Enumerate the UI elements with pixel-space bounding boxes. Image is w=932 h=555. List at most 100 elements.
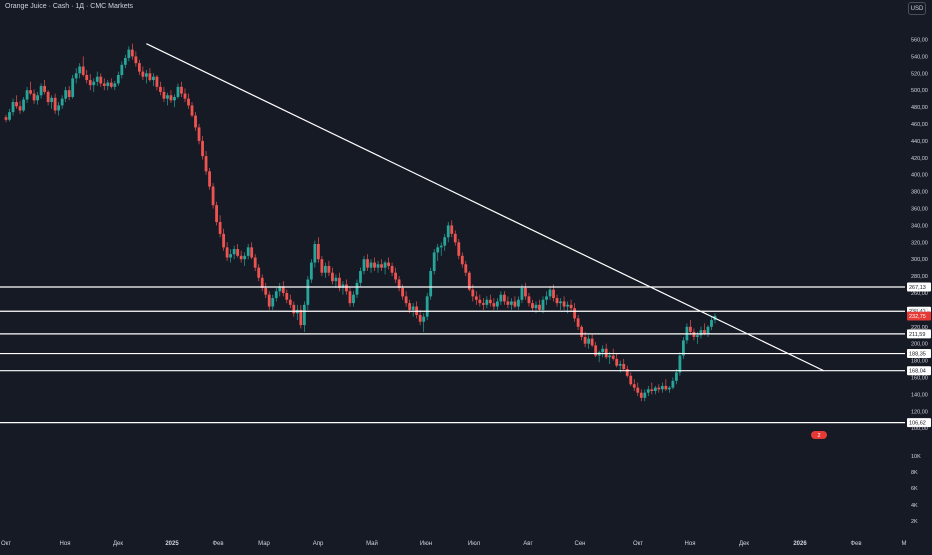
candle-down (538, 299, 541, 312)
candle-body (341, 284, 345, 288)
candle-down (43, 80, 47, 95)
time-axis: Окт Ноя Дек 2025 Фев Мар Апр Май Июн Июл Авг Сен Окт… (1, 540, 907, 547)
candle-up (120, 61, 124, 79)
candle-body (173, 96, 176, 101)
level-label: 106,62 (909, 421, 926, 427)
candle-down (281, 281, 285, 297)
candle-body (292, 304, 296, 314)
currency-selector[interactable]: USD (908, 2, 926, 15)
candle-body (404, 296, 408, 304)
candle-down (562, 296, 566, 310)
candle-body (197, 127, 201, 141)
candle-body (622, 363, 626, 370)
time-axis-label: Фев (212, 541, 223, 547)
candle-down (481, 298, 485, 310)
candle-body (215, 205, 218, 223)
candle-body (95, 76, 99, 82)
candle-down (264, 282, 268, 299)
candle-body (390, 265, 394, 273)
time-axis-label: Июл (468, 541, 481, 547)
level-label-bg (907, 282, 931, 292)
candle-up (22, 96, 25, 113)
candle-down (288, 294, 292, 309)
candle-body (460, 255, 464, 265)
candle-down (180, 81, 183, 97)
candle-down (418, 309, 422, 326)
candle-body (166, 95, 169, 99)
candle-up (92, 78, 96, 92)
candle-up (499, 291, 503, 305)
candle-down (137, 59, 141, 75)
candle-body (545, 296, 548, 300)
candle-down (155, 74, 159, 91)
candle-body (155, 76, 159, 87)
candle-up (232, 245, 236, 260)
candle-up (78, 63, 82, 79)
candle-body (180, 86, 183, 94)
candle-down (183, 88, 187, 103)
level-label-bg (907, 329, 931, 339)
candle-down (639, 389, 643, 402)
candle-down (338, 272, 341, 292)
candle-body (11, 102, 15, 113)
time-axis-label: Авг (523, 541, 533, 547)
candle-up (278, 282, 282, 297)
candle-down (348, 286, 352, 307)
candle-down (253, 254, 257, 272)
time-axis-label: Сен (575, 541, 586, 547)
candle-body (236, 249, 240, 256)
chart-title: Orange Juice · Cash · 1Д · CMC Markets (5, 3, 134, 10)
candle-up (660, 382, 664, 393)
candle-up (95, 71, 99, 86)
price-tick-label: 560,00 (911, 38, 928, 44)
candle-body (422, 316, 426, 322)
candle-down (292, 301, 296, 317)
candle-body (320, 259, 324, 273)
candle-body (429, 271, 433, 297)
candle-body (211, 186, 215, 206)
candle-body (590, 338, 594, 346)
candle-body (380, 264, 383, 268)
candle-body (246, 247, 250, 256)
candle-body (418, 314, 422, 322)
trendline (146, 43, 825, 372)
candle-body (29, 90, 32, 94)
candle-body (446, 225, 450, 238)
price-tick-label: 360,00 (911, 207, 928, 213)
candle-down (67, 85, 71, 101)
time-axis-label: Май (366, 540, 378, 547)
candle-body (229, 254, 233, 258)
time-axis-label: Дек (739, 541, 749, 547)
candle-up (601, 345, 605, 358)
trendline-layer (146, 43, 825, 372)
candle-body (313, 243, 317, 263)
current-price-label-bg (907, 311, 931, 321)
candle-body (653, 387, 657, 392)
candle-body (548, 289, 552, 297)
candle-body (481, 303, 485, 305)
candle-up (485, 296, 489, 309)
time-axis-label: Окт (633, 541, 643, 547)
candle-down (611, 348, 615, 361)
candle-down (15, 95, 18, 109)
candle-body (194, 115, 197, 128)
candle-body (373, 262, 376, 268)
candle-up (11, 98, 15, 116)
candle-body (387, 262, 390, 266)
candle-body (664, 385, 668, 390)
candle-body (264, 287, 268, 295)
candle-body (513, 301, 517, 307)
candle-up (57, 102, 61, 116)
candle-body (450, 225, 454, 234)
candle-body (632, 384, 636, 388)
candle-down (594, 342, 598, 358)
candle-body (531, 303, 534, 309)
candle-body (464, 264, 468, 273)
candle-up (166, 92, 169, 106)
candle-body (327, 265, 331, 273)
volume-tick-label: 2K (911, 519, 918, 525)
candle-body (43, 85, 47, 92)
candle-up (411, 303, 415, 317)
candle-body (99, 76, 103, 84)
